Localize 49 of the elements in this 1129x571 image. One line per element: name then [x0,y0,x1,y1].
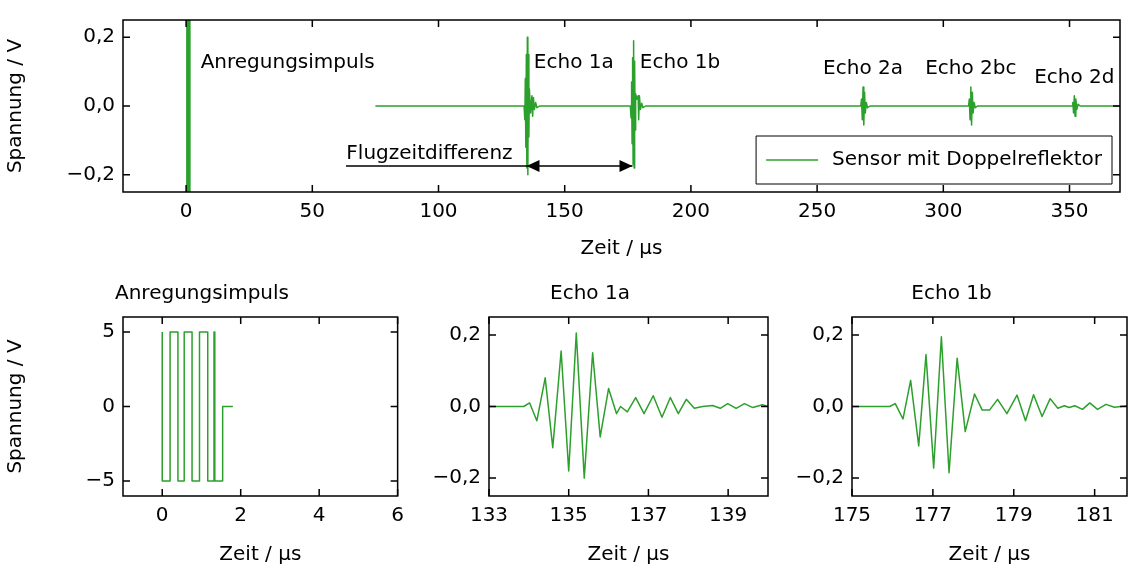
y-axis-title: Spannung / V [2,38,27,174]
x-tick-label: 2 [234,502,248,527]
chart-title: Echo 1a [550,280,630,305]
chart-title: Echo 1b [911,280,992,305]
x-tick-label: 0 [155,502,169,527]
y-axis-title: Spannung / V [2,339,27,474]
x-tick-label: 250 [798,198,837,223]
x-tick-label: 181 [1075,502,1114,527]
x-tick-label: 175 [832,502,872,527]
x-tick-label: 150 [545,198,584,223]
y-tick-label: 5 [102,318,115,343]
x-tick-label: 135 [549,502,588,527]
x-axis-title: Zeit / µs [219,541,302,566]
x-tick-label: 0 [179,198,193,223]
chart-title: Anregungsimpuls [115,280,289,305]
y-tick-label: 0,0 [449,392,481,417]
annotation: Flugzeitdifferenz [346,140,513,165]
annotation: Echo 2bc [925,55,1017,80]
y-tick-label: −0,2 [66,161,115,185]
x-axis-title: Zeit / µs [948,541,1031,566]
x-tick-label: 133 [469,502,509,527]
x-tick-label: 350 [1050,198,1089,223]
x-tick-label: 4 [312,502,326,527]
x-axis-title: Zeit / µs [580,235,663,260]
y-tick-label: −5 [85,467,115,492]
annotation: Anregungsimpuls [200,49,375,74]
x-tick-label: 200 [671,198,711,223]
y-tick-label: 0,2 [449,321,481,346]
legend-label: Sensor mit Doppelreflektor [832,146,1103,171]
x-tick-label: 50 [299,198,326,223]
x-tick-label: 179 [994,502,1033,527]
y-tick-label: 0 [102,392,115,417]
annotation: Echo 2d [1034,63,1115,88]
y-tick-label: 0,0 [83,92,115,117]
y-tick-label: 0,0 [812,392,844,417]
x-tick-label: 300 [924,198,963,223]
x-tick-label: 6 [391,502,404,527]
x-tick-label: 100 [419,198,458,223]
y-tick-label: −0,2 [432,464,481,489]
y-tick-label: 0,2 [83,23,115,48]
annotation: Echo 1b [639,49,721,74]
x-tick-label: 137 [629,502,668,527]
y-tick-label: 0,2 [812,321,844,346]
x-tick-label: 177 [913,502,952,527]
annotation: Echo 2a [823,55,903,80]
x-tick-label: 139 [709,502,748,527]
annotation: Echo 1a [533,49,614,74]
x-axis-title: Zeit / µs [587,541,670,566]
y-tick-label: −0,2 [795,464,844,489]
